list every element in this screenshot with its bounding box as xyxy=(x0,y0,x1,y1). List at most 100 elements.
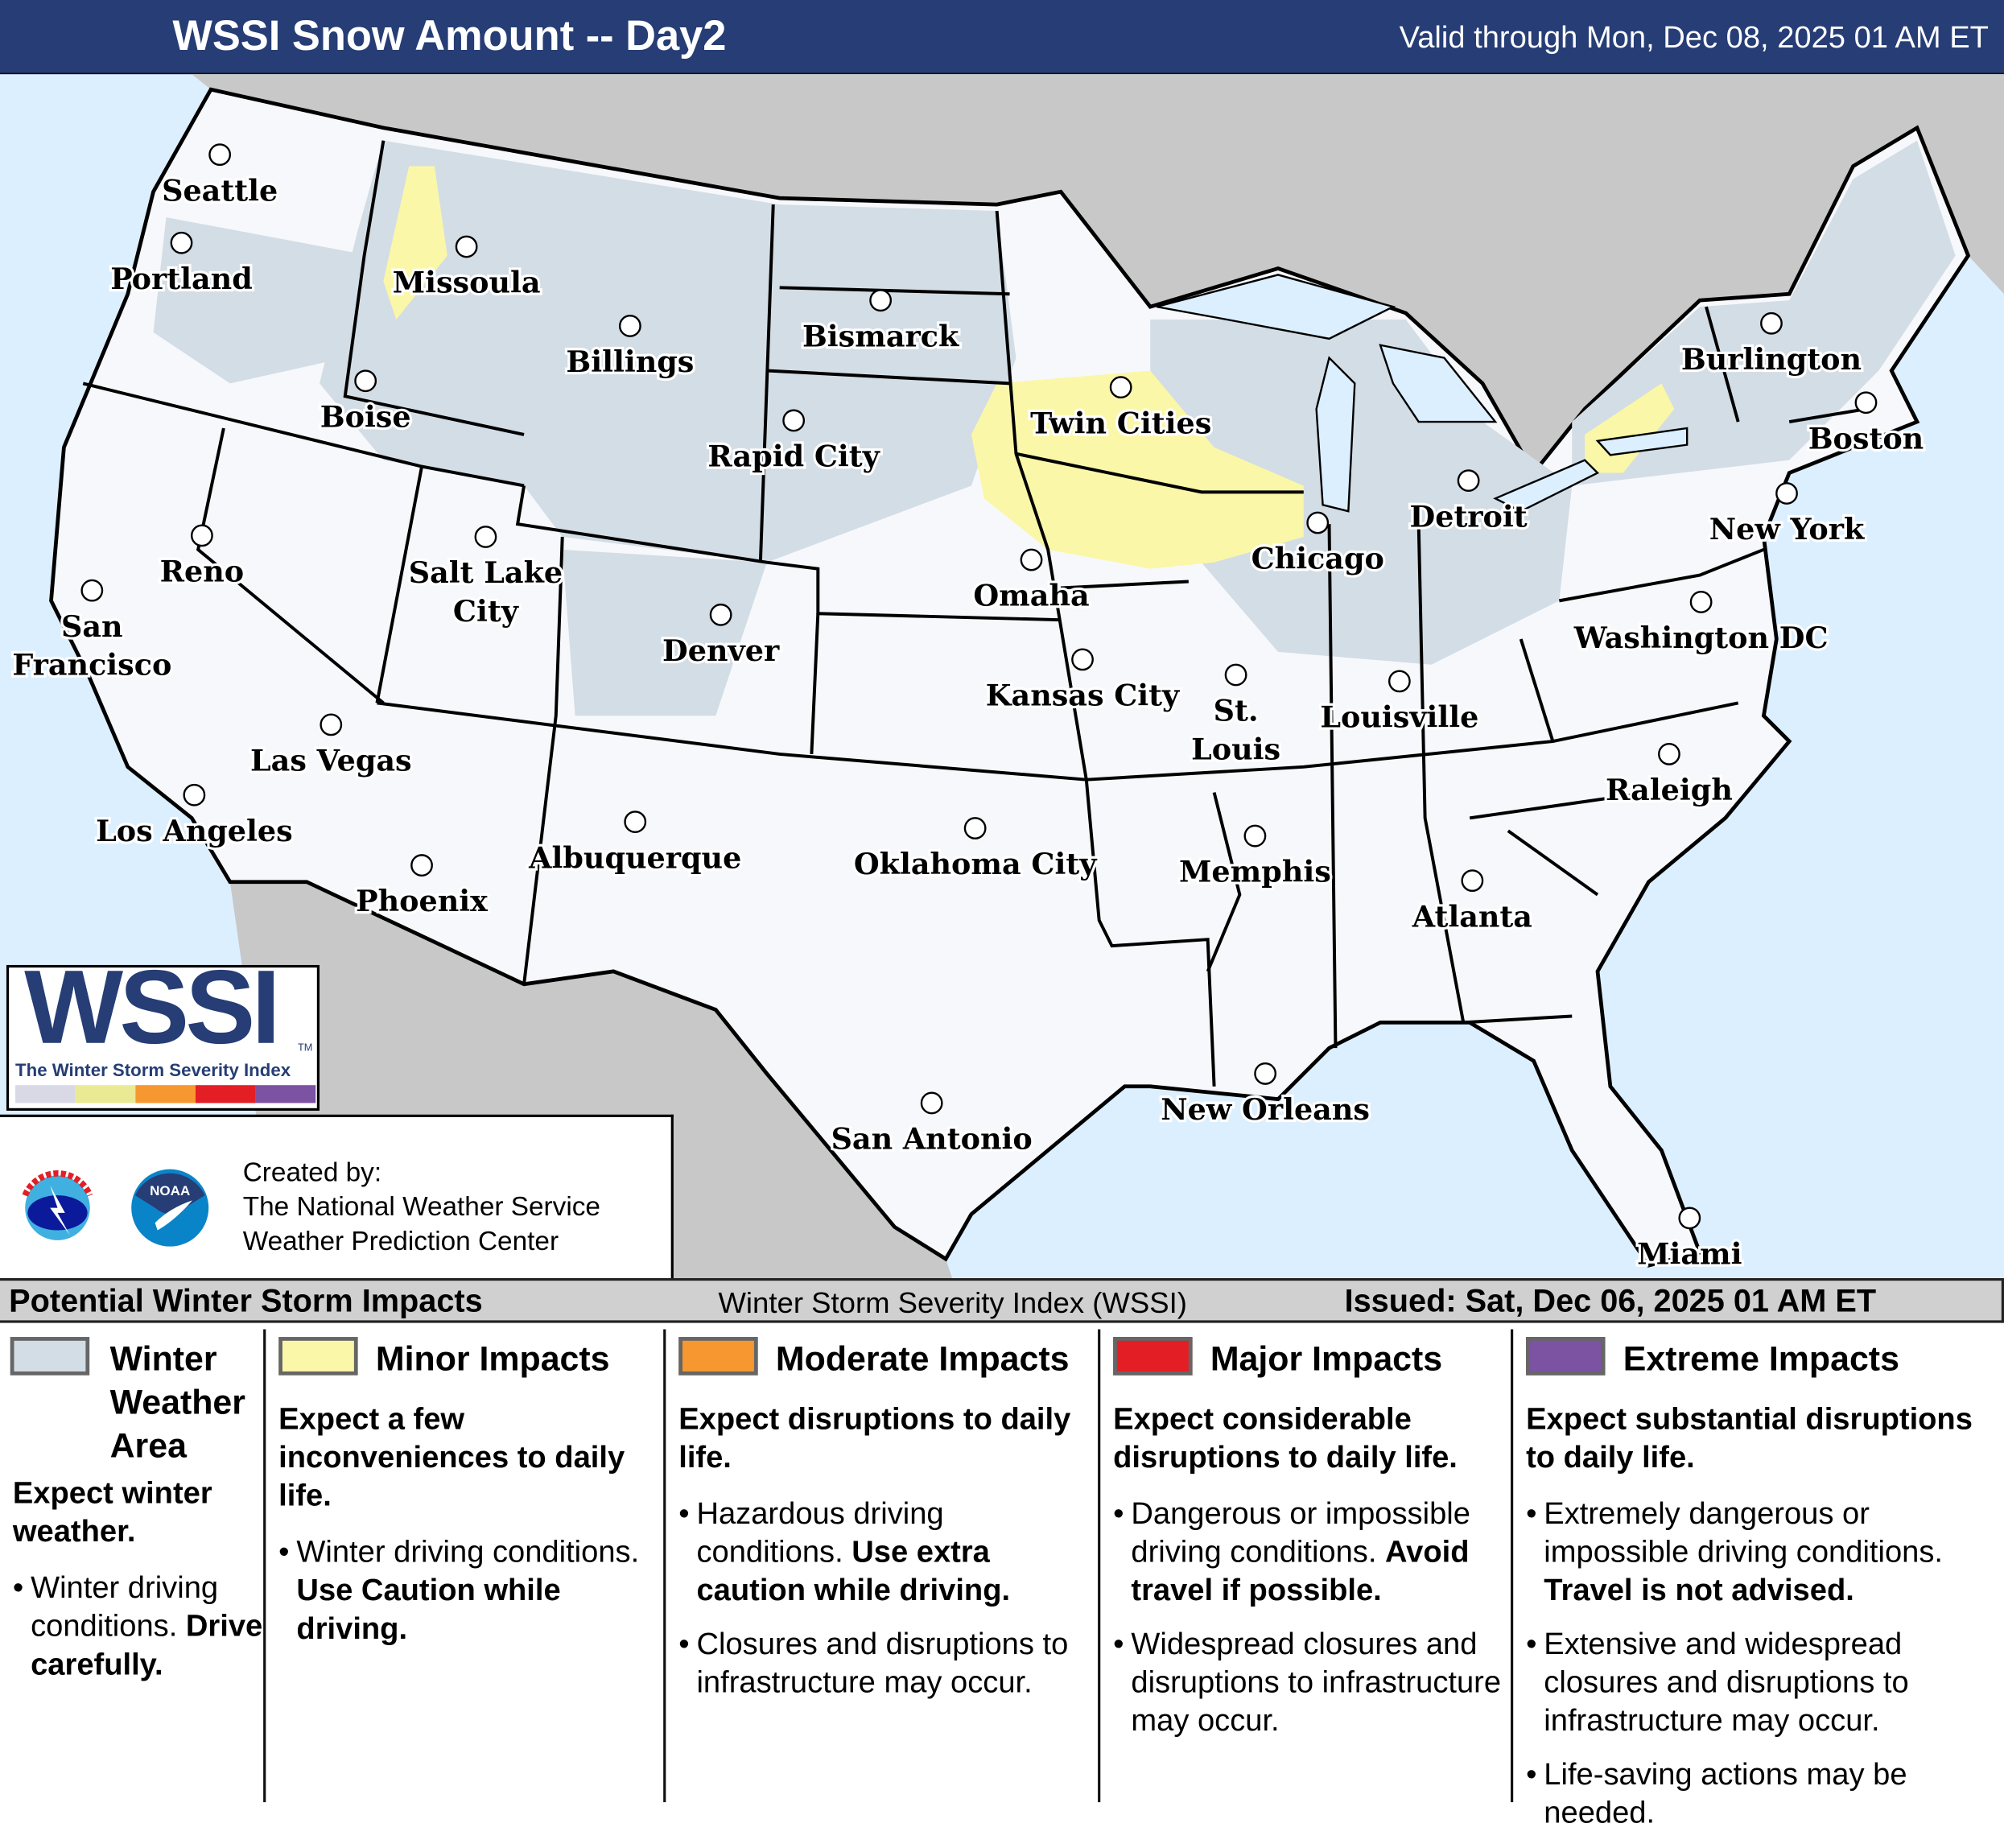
legend-title: Minor Impacts xyxy=(375,1339,610,1378)
city-label: Salt Lake City xyxy=(409,555,563,629)
city-label: Oklahoma City xyxy=(854,847,1098,881)
bullet-text: Widespread closures and disruptions to i… xyxy=(1131,1627,1502,1739)
wssi-color-bar xyxy=(15,1085,316,1103)
legend-body: Expect considerable disruptions to daily… xyxy=(1113,1400,1511,1755)
city-label: San Francisco xyxy=(12,609,171,683)
color-swatch-major xyxy=(195,1085,256,1103)
legend-column: Moderate Impacts Expect disruptions to d… xyxy=(666,1329,1101,1803)
city-dot xyxy=(455,235,478,258)
city-dot xyxy=(1388,670,1411,693)
legend-bullet: Dangerous or impossible driving conditio… xyxy=(1113,1495,1511,1611)
city-label: Albuquerque xyxy=(528,840,741,875)
city-label: Rapid City xyxy=(707,439,880,474)
color-swatch-wwa xyxy=(15,1085,76,1103)
noaa-seal-icon: NOAA xyxy=(121,1159,219,1257)
legend-bullet: Winter driving conditions. Drive careful… xyxy=(13,1570,263,1685)
legend-column: Winter Weather Area Expect winter weathe… xyxy=(0,1329,266,1803)
nws-seal-icon xyxy=(9,1159,106,1257)
city-label: Boise xyxy=(320,399,411,434)
trademark: TM xyxy=(298,1042,313,1054)
issued-time: Issued: Sat, Dec 06, 2025 01 AM ET xyxy=(1344,1283,1877,1319)
city-dot xyxy=(920,1091,943,1115)
city-label: New Orleans xyxy=(1161,1092,1370,1127)
legend-title: Winter Weather Area xyxy=(109,1339,245,1465)
great-lakes xyxy=(1156,274,1689,513)
city-dot xyxy=(963,817,987,839)
minor-impact-areas xyxy=(383,166,1675,569)
legend-expectation: Expect a few inconveniences to daily lif… xyxy=(278,1402,625,1514)
city-dot xyxy=(618,315,641,337)
city-dot xyxy=(869,289,893,312)
city-label: Denver xyxy=(662,633,780,668)
bullet-emphasis: Travel is not advised. xyxy=(1544,1573,1854,1608)
bullet-emphasis: Drive carefully. xyxy=(31,1609,263,1682)
us-map: Seattle Portland Missoula Billings Bismarck B… xyxy=(0,74,2004,1278)
winter-weather-areas xyxy=(153,140,1956,716)
city-label: Seattle xyxy=(162,173,278,208)
city-dot xyxy=(1678,1207,1701,1230)
color-swatch-extreme xyxy=(255,1085,316,1103)
legend-expectation: Expect considerable disruptions to daily… xyxy=(1113,1402,1458,1475)
legend-swatch xyxy=(1526,1337,1606,1376)
city-dot xyxy=(1457,469,1480,492)
city-label: Reno xyxy=(160,555,244,589)
legend-column: Extreme Impacts Expect substantial disru… xyxy=(1513,1330,2004,1830)
map-title: WSSI Snow Amount -- Day2 xyxy=(172,11,727,60)
bullet-emphasis: Use Caution while driving. xyxy=(296,1573,561,1647)
legend-bullet: Hazardous driving conditions. Use extra … xyxy=(678,1495,1098,1611)
legend-bullet: Winter driving conditions. Use Caution w… xyxy=(278,1534,663,1649)
legend-bullet: Extensive and widespread closures and di… xyxy=(1526,1626,2002,1741)
city-label: Missoula xyxy=(393,266,541,300)
city-label: Memphis xyxy=(1179,855,1331,889)
credits-line: The National Weather Service xyxy=(242,1192,600,1223)
city-dot xyxy=(208,143,232,167)
legend-body: Expect substantial disruptions to daily … xyxy=(1526,1400,2002,1848)
wssi-map-page: WSSI Snow Amount -- Day2 Valid through M… xyxy=(0,0,2004,1811)
city-label: Bismarck xyxy=(802,319,959,353)
color-swatch-minor xyxy=(75,1085,136,1103)
impact-legend: Winter Weather Area Expect winter weathe… xyxy=(0,1322,2004,1830)
bullet-text: Winter driving conditions. xyxy=(296,1535,640,1570)
header-bar: WSSI Snow Amount -- Day2 Valid through M… xyxy=(0,0,2004,76)
bullet-text: Winter driving conditions. xyxy=(31,1570,219,1644)
legend-swatch xyxy=(10,1337,90,1376)
legend-swatch xyxy=(278,1337,358,1376)
wssi-logo-subtitle: The Winter Storm Severity Index xyxy=(15,1059,291,1080)
city-label: Omaha xyxy=(973,579,1089,613)
city-dot xyxy=(1760,311,1783,335)
city-dot xyxy=(709,603,732,626)
legend-header: Potential Winter Storm Impacts Winter St… xyxy=(0,1278,2004,1323)
city-dot xyxy=(80,579,104,602)
city-dot xyxy=(1071,648,1094,671)
city-dot xyxy=(1775,482,1798,505)
city-label: Kansas City xyxy=(986,679,1181,713)
bullet-text: Hazardous driving conditions. xyxy=(696,1496,944,1570)
city-dot xyxy=(1020,548,1043,571)
city-dot xyxy=(474,526,497,548)
legend-expectation: Expect winter weather. xyxy=(12,1476,212,1549)
city-dot xyxy=(191,524,213,547)
city-label: St. Louis xyxy=(1191,694,1280,767)
credits-line: Weather Prediction Center xyxy=(242,1227,559,1257)
city-dot xyxy=(1306,511,1330,534)
city-label: Miami xyxy=(1637,1237,1742,1272)
legend-body: Expect a few inconveniences to daily lif… xyxy=(278,1400,663,1664)
city-dot xyxy=(1461,869,1484,893)
city-dot xyxy=(624,811,647,833)
city-dot xyxy=(354,369,377,393)
legend-column: Minor Impacts Expect a few inconvenience… xyxy=(266,1329,666,1803)
legend-swatch xyxy=(1113,1337,1193,1376)
legend-bullet: Extremely dangerous or impossible drivin… xyxy=(1526,1495,2002,1611)
city-dot xyxy=(410,854,433,877)
wssi-logo-text: WSSI xyxy=(24,964,281,1066)
city-label: Los Angeles xyxy=(96,814,293,848)
city-dot xyxy=(320,713,343,736)
city-label: Twin Cities xyxy=(1030,406,1211,440)
legend-body: Expect winter weather. Winter driving con… xyxy=(13,1475,263,1700)
city-label: Washington DC xyxy=(1573,621,1829,655)
bullet-text: Dangerous or impossible driving conditio… xyxy=(1131,1496,1470,1570)
city-label: Phoenix xyxy=(356,884,489,918)
valid-time: Valid through Mon, Dec 08, 2025 01 AM ET xyxy=(1399,20,1989,56)
city-label: Las Vegas xyxy=(250,744,412,778)
credits-box: NOAA Created by: The National Weather Se… xyxy=(0,1114,674,1281)
